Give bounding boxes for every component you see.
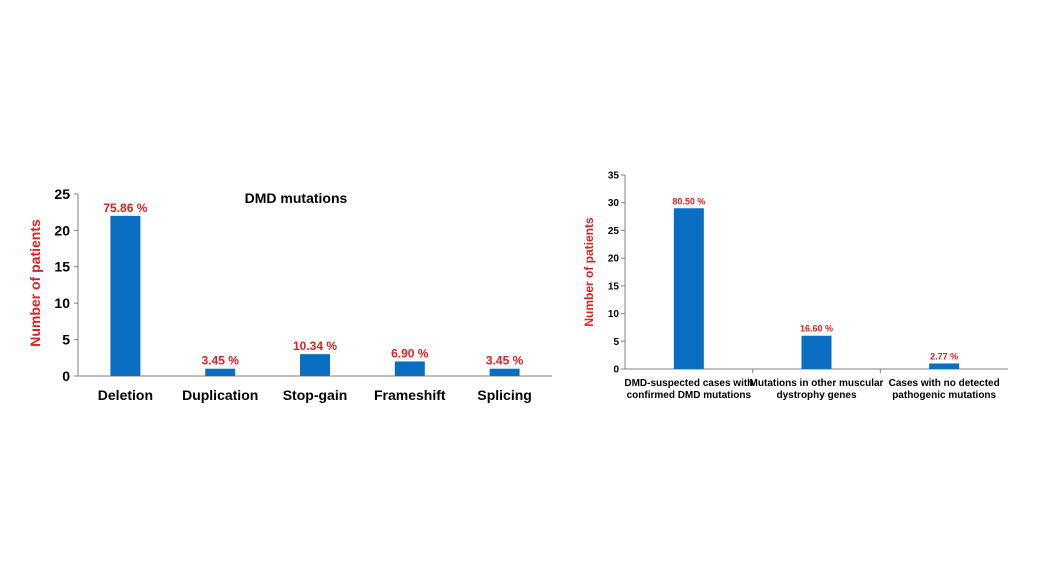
- y-tick-label: 5: [613, 337, 619, 348]
- bar: [110, 215, 141, 376]
- y-axis-label: Number of patients: [582, 217, 596, 327]
- y-tick-label: 5: [62, 332, 70, 348]
- category-label: Mutations in other muscular dystrophy gen…: [750, 378, 884, 401]
- category-label: Cases with no detected pathogenic mutatio…: [889, 378, 1000, 401]
- bar: [394, 361, 425, 376]
- y-tick-label: 35: [608, 171, 620, 182]
- y-tick-label: 0: [62, 368, 70, 384]
- y-tick-label: 10: [54, 295, 70, 311]
- bar: [673, 208, 704, 369]
- category-label: Frameshift: [374, 387, 446, 403]
- data-label: 6.90 %: [391, 346, 429, 360]
- dmd-mutations-chart: DMD mutations Number of patients 0 5 10 15 2…: [27, 186, 552, 403]
- data-label: 3.45 %: [202, 354, 240, 368]
- data-label: 16.60 %: [800, 324, 833, 334]
- y-tick-label: 15: [608, 281, 620, 292]
- y-tick-label: 0: [613, 365, 619, 376]
- patient-cases-chart: Number of patients 0 5 10 15 20 25 30 35 80.50 %…: [582, 171, 1008, 401]
- y-tick-label: 15: [54, 259, 70, 275]
- y-tick-label: 25: [608, 226, 620, 237]
- y-tick-label: 20: [608, 254, 620, 265]
- category-label: Splicing: [477, 387, 531, 403]
- chart-title: DMD mutations: [245, 190, 348, 206]
- data-label: 10.34 %: [293, 339, 337, 353]
- data-label: 75.86 %: [103, 201, 147, 215]
- category-label: DMD-suspected cases with confirmed DMD mu…: [624, 378, 753, 401]
- y-tick-label: 20: [54, 222, 70, 238]
- data-label: 3.45 %: [486, 354, 524, 368]
- bar: [801, 335, 832, 369]
- data-label: 80.50 %: [672, 196, 705, 206]
- y-tick-label: 25: [54, 186, 70, 202]
- y-tick-label: 30: [608, 198, 620, 209]
- category-label: Duplication: [182, 387, 258, 403]
- bar: [300, 354, 330, 376]
- bar: [205, 368, 236, 376]
- category-label: Stop-gain: [283, 387, 348, 403]
- data-label: 2.77 %: [930, 351, 958, 361]
- y-axis-label: Number of patients: [27, 219, 43, 347]
- bar: [489, 368, 520, 376]
- category-label: Deletion: [98, 387, 153, 403]
- y-tick-label: 10: [608, 309, 620, 320]
- bar: [929, 363, 960, 369]
